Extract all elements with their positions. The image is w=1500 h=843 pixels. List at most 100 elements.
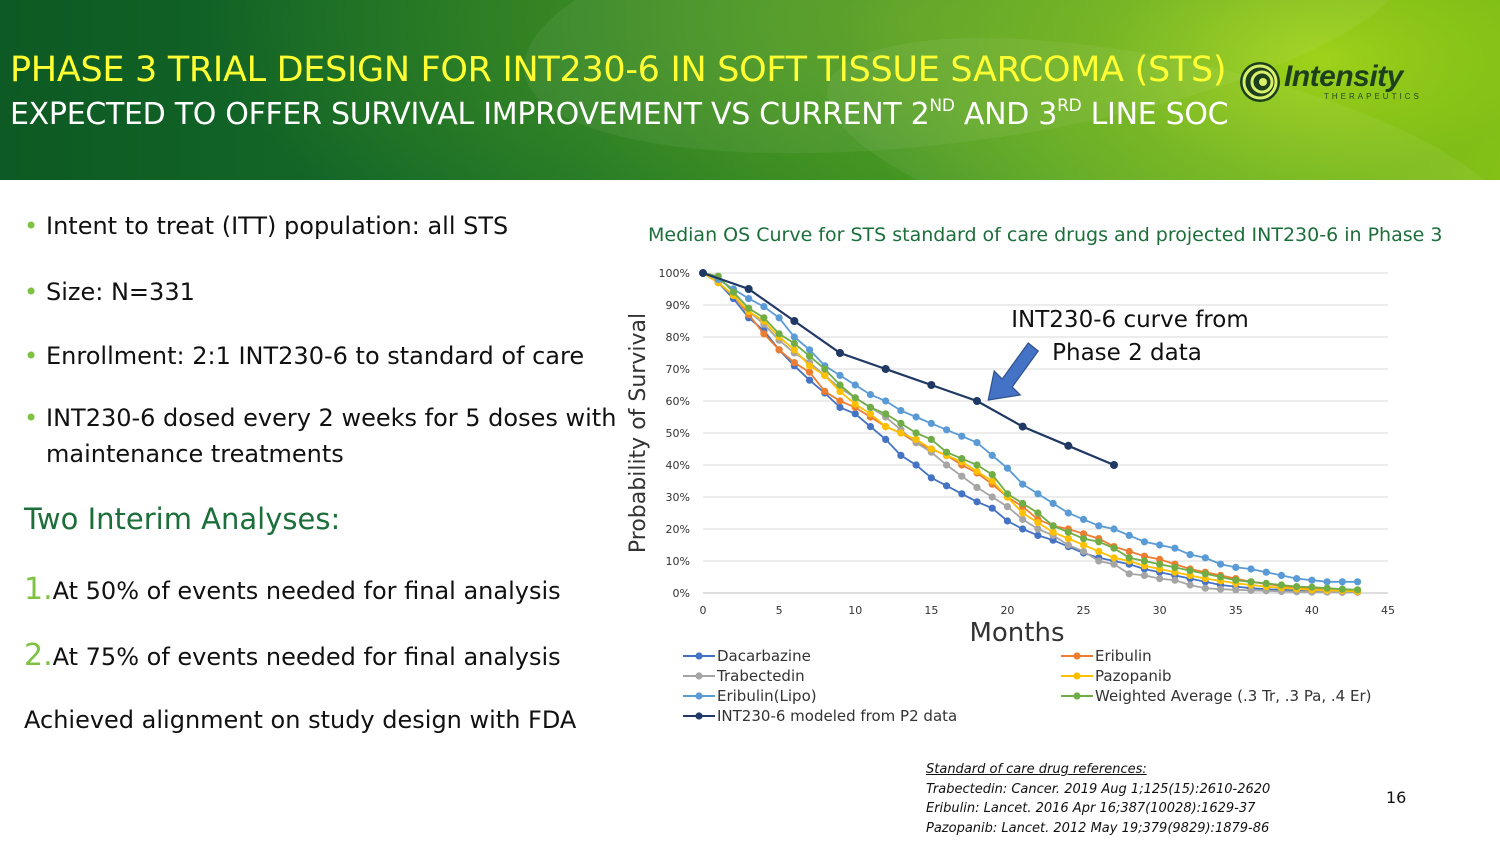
data-point (821, 371, 829, 379)
data-point (1110, 560, 1118, 568)
bullet-dot-icon: • (24, 404, 39, 432)
data-point (1262, 579, 1270, 588)
data-point (1064, 541, 1072, 549)
data-point (1308, 583, 1316, 591)
data-point (1018, 422, 1027, 431)
data-point (1353, 586, 1362, 594)
data-point (1156, 560, 1164, 568)
interim-item: 2.At 75% of events needed for final anal… (24, 638, 561, 673)
slide-title: PHASE 3 TRIAL DESIGN FOR INT230-6 IN SOF… (10, 50, 1227, 90)
data-point (836, 387, 844, 395)
data-point (851, 394, 859, 402)
data-point (790, 359, 798, 367)
legend-marker (1073, 672, 1081, 680)
legend-item: Trabectedin (683, 667, 805, 685)
data-point (927, 381, 936, 389)
data-point (775, 314, 783, 322)
data-point (1186, 581, 1194, 589)
y-tick-label: 0% (673, 587, 690, 600)
data-point (729, 288, 738, 296)
series-line (702, 271, 1115, 467)
data-point (882, 435, 890, 443)
y-tick-label: 100% (659, 267, 690, 280)
legend-marker (1073, 652, 1081, 660)
data-point (882, 410, 890, 418)
data-point (775, 346, 783, 354)
fda-alignment-text: Achieved alignment on study design with … (24, 706, 577, 734)
data-point (1003, 503, 1012, 511)
data-point (988, 477, 996, 485)
data-point (912, 429, 920, 437)
data-point (866, 410, 875, 418)
data-point (1156, 541, 1164, 549)
data-point (1140, 557, 1149, 565)
bullet-item: • INT230-6 dosed every 2 weeks for 5 dose… (24, 400, 624, 472)
x-tick-label: 40 (1305, 604, 1319, 617)
data-point (1095, 538, 1103, 546)
data-point (973, 397, 981, 405)
data-point (1171, 544, 1179, 552)
data-point (760, 303, 768, 311)
header-banner: PHASE 3 TRIAL DESIGN FOR INT230-6 IN SOF… (0, 0, 1500, 180)
data-point (1125, 554, 1133, 562)
data-point (912, 413, 920, 421)
data-point (927, 419, 935, 427)
data-point (1095, 547, 1103, 556)
data-point (1079, 541, 1088, 549)
data-point (1034, 519, 1042, 527)
data-point (790, 333, 798, 341)
data-point (1110, 544, 1118, 552)
data-point (1232, 563, 1240, 572)
data-point (1064, 441, 1073, 450)
y-tick-label: 40% (666, 459, 690, 472)
interim-heading: Two Interim Analyses: (24, 502, 341, 536)
data-point (745, 304, 753, 312)
data-point (775, 330, 783, 338)
data-point (1003, 517, 1012, 525)
data-point (1079, 515, 1088, 524)
data-point (866, 423, 875, 431)
data-point (1019, 525, 1027, 533)
data-point (1353, 578, 1362, 586)
references: Standard of care drug references: Trabec… (926, 760, 1270, 838)
legend-item: Eribulin(Lipo) (683, 687, 817, 705)
data-point (942, 461, 951, 469)
data-point (942, 426, 951, 434)
data-point (1019, 509, 1027, 517)
data-point (1156, 575, 1164, 583)
y-axis-label: Probability of Survival (626, 313, 651, 553)
legend-label: Trabectedin (716, 667, 805, 685)
y-tick-label: 60% (666, 395, 690, 408)
reference-line: Eribulin: Lancet. 2016 Apr 16;387(10028)… (926, 801, 1256, 816)
data-point (1186, 551, 1194, 559)
data-point (760, 330, 768, 338)
data-point (1125, 547, 1133, 556)
data-point (1019, 499, 1027, 507)
data-point (1216, 560, 1225, 568)
chart-title: Median OS Curve for STS standard of care… (648, 224, 1443, 246)
data-point (1293, 583, 1301, 591)
data-point (866, 403, 875, 411)
data-point (1247, 565, 1255, 573)
data-point (1034, 509, 1042, 517)
legend-item: Dacarbazine (683, 647, 811, 665)
data-point (744, 285, 753, 293)
data-point (790, 346, 798, 354)
data-point (1019, 480, 1027, 488)
slide-subtitle: EXPECTED TO OFFER SURVIVAL IMPROVEMENT V… (10, 96, 1229, 132)
data-point (1140, 538, 1149, 546)
bullet-dot-icon: • (24, 278, 39, 306)
data-point (1110, 525, 1118, 533)
legend-marker (695, 692, 703, 700)
data-point (973, 439, 981, 447)
page-number: 16 (1386, 788, 1407, 807)
data-point (1232, 586, 1240, 594)
legend-label: Weighted Average (.3 Tr, .3 Pa, .4 Er) (1095, 687, 1372, 705)
data-point (1095, 557, 1103, 565)
bullet-dot-icon: • (24, 342, 39, 370)
data-point (1338, 578, 1346, 586)
data-point (1277, 571, 1286, 580)
data-point (973, 467, 981, 475)
legend-marker (1073, 692, 1081, 700)
